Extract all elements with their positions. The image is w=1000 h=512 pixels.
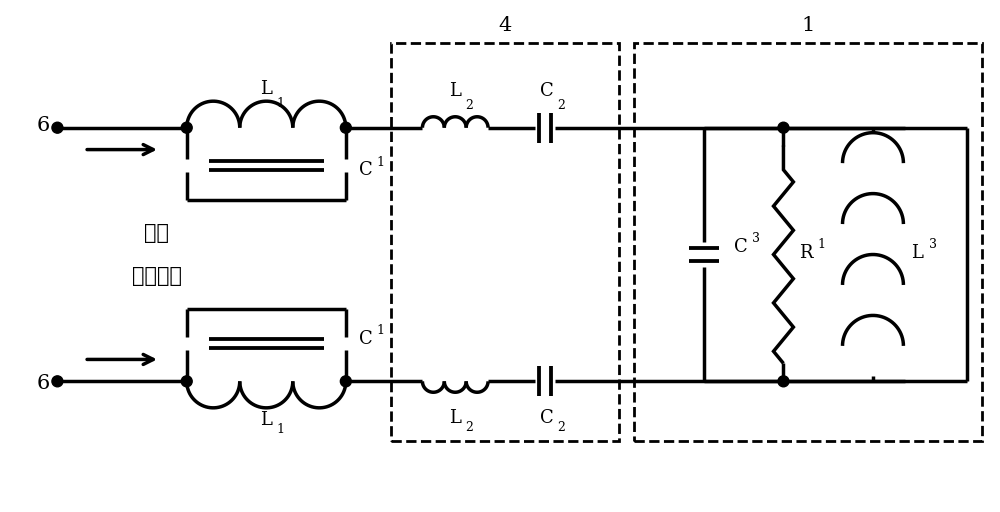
- Text: L: L: [449, 82, 461, 100]
- Text: 差分信号: 差分信号: [132, 266, 182, 286]
- Text: L: L: [449, 409, 461, 427]
- Text: 2: 2: [465, 421, 473, 434]
- Text: 6: 6: [36, 116, 49, 135]
- Text: 1: 1: [377, 324, 385, 337]
- Text: 1: 1: [377, 156, 385, 169]
- Circle shape: [340, 122, 351, 133]
- Text: 1: 1: [276, 97, 284, 110]
- Text: L: L: [260, 80, 272, 98]
- Circle shape: [778, 122, 789, 133]
- Bar: [634, 43, 982, 441]
- Circle shape: [52, 122, 63, 133]
- Text: L: L: [911, 244, 923, 262]
- Circle shape: [340, 376, 351, 387]
- Text: C: C: [359, 161, 373, 180]
- Bar: [391, 43, 619, 441]
- Text: C: C: [734, 238, 747, 255]
- Circle shape: [181, 376, 192, 387]
- Text: R: R: [799, 244, 813, 262]
- Text: 2: 2: [465, 99, 473, 112]
- Text: 3: 3: [752, 232, 760, 245]
- Text: 1: 1: [276, 423, 284, 436]
- Text: 输入: 输入: [144, 223, 169, 243]
- Text: C: C: [540, 82, 554, 100]
- Text: 4: 4: [498, 16, 512, 35]
- Text: 1: 1: [802, 16, 815, 35]
- Text: 2: 2: [557, 421, 565, 434]
- Circle shape: [181, 122, 192, 133]
- Text: 3: 3: [929, 238, 937, 251]
- Circle shape: [52, 376, 63, 387]
- Circle shape: [778, 376, 789, 387]
- Text: 6: 6: [36, 374, 49, 393]
- Text: 1: 1: [817, 238, 825, 251]
- Text: L: L: [260, 411, 272, 429]
- Text: 2: 2: [557, 99, 565, 112]
- Text: C: C: [540, 409, 554, 427]
- Text: C: C: [359, 330, 373, 348]
